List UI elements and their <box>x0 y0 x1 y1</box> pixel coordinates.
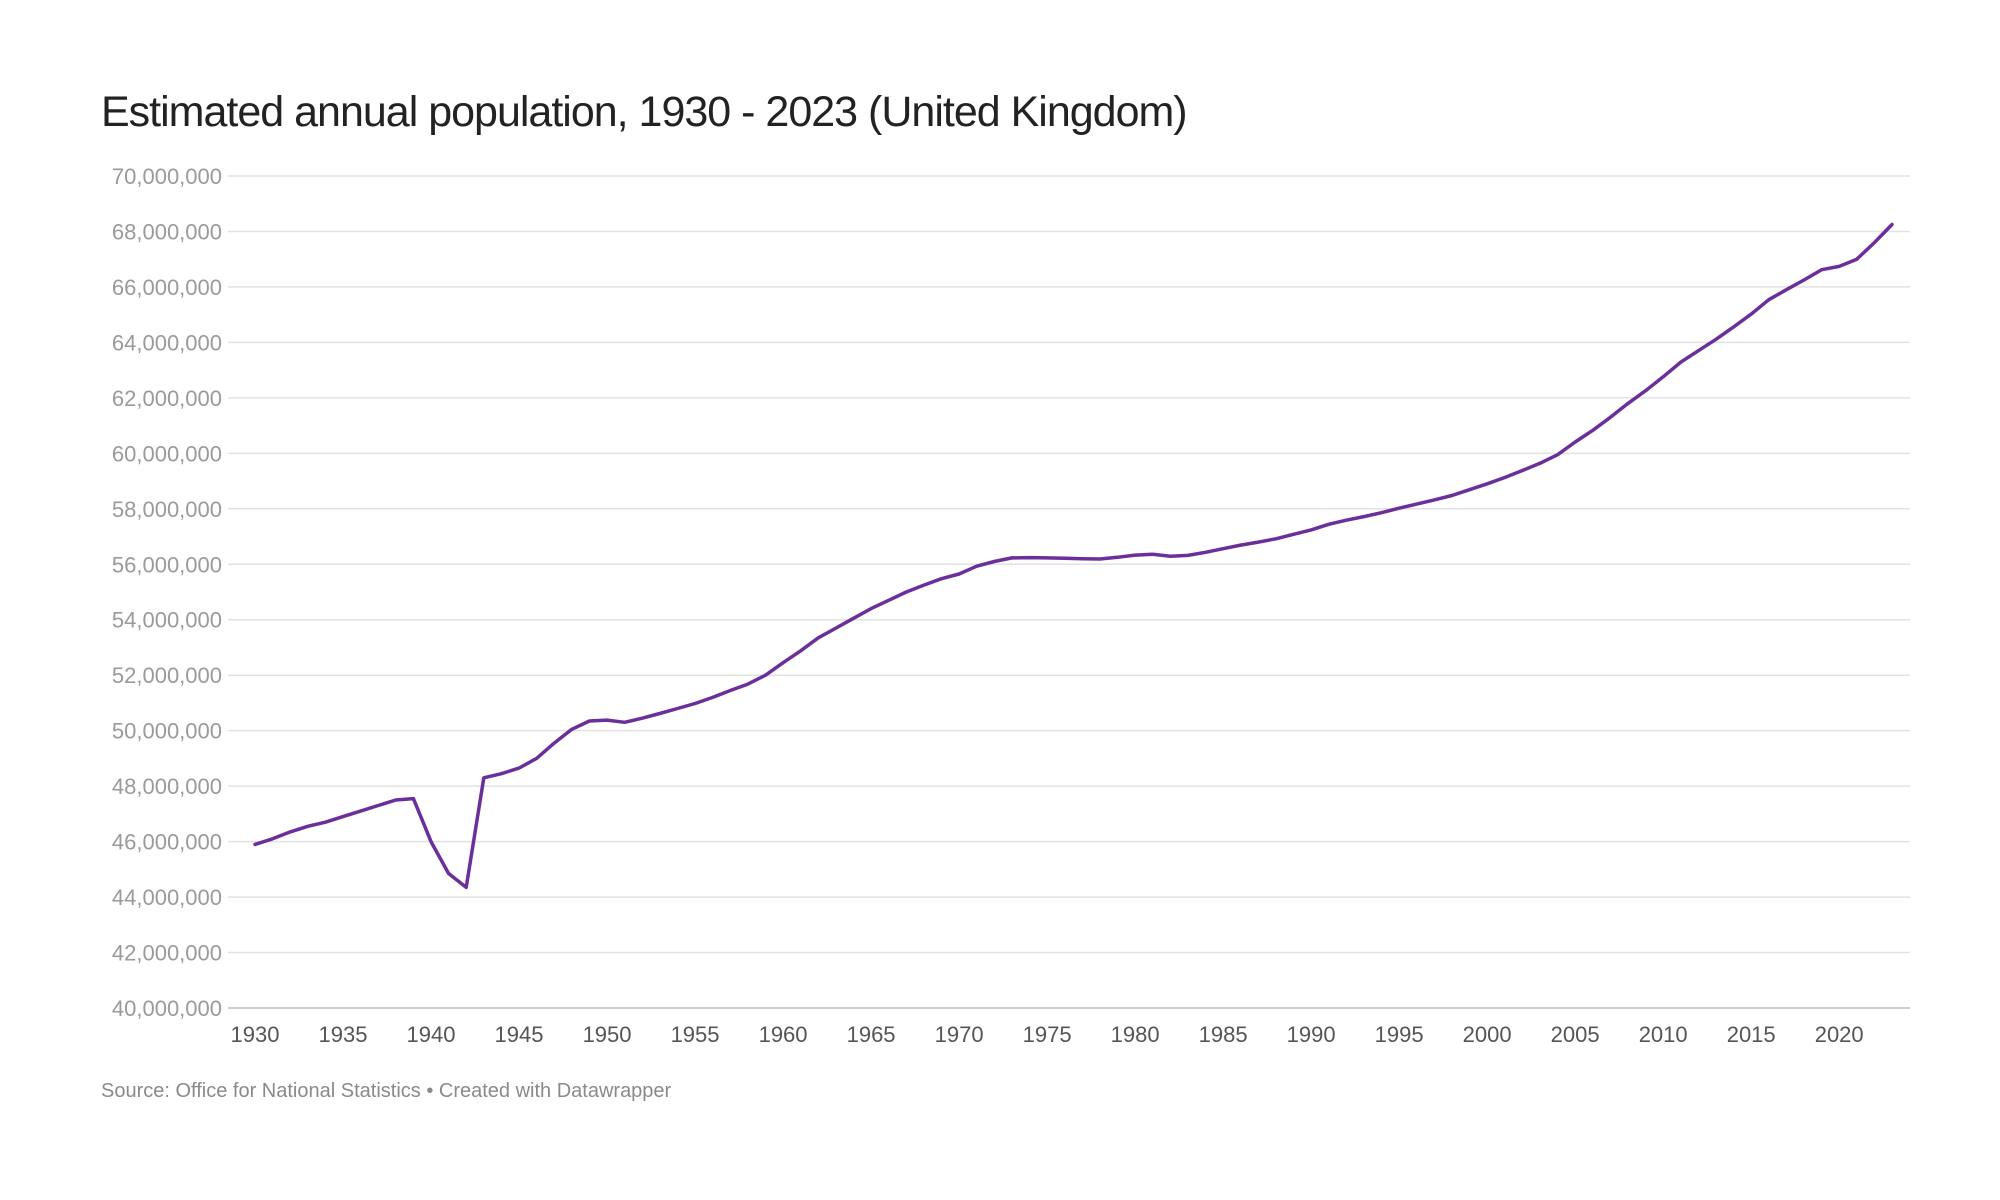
x-tick-label: 1965 <box>847 1022 896 1047</box>
x-tick-label: 2015 <box>1727 1022 1776 1047</box>
x-tick-label: 1975 <box>1023 1022 1072 1047</box>
y-tick-label: 70,000,000 <box>112 164 222 189</box>
y-tick-label: 56,000,000 <box>112 552 222 577</box>
y-tick-label: 48,000,000 <box>112 774 222 799</box>
y-tick-label: 42,000,000 <box>112 941 222 966</box>
y-tick-label: 62,000,000 <box>112 386 222 411</box>
x-tick-label: 1945 <box>495 1022 544 1047</box>
y-tick-label: 46,000,000 <box>112 830 222 855</box>
chart-title: Estimated annual population, 1930 - 2023… <box>101 88 1188 136</box>
y-tick-label: 66,000,000 <box>112 275 222 300</box>
population-line <box>253 222 1894 890</box>
y-tick-label: 58,000,000 <box>112 497 222 522</box>
gridlines <box>228 175 1910 954</box>
x-tick-label: 1995 <box>1375 1022 1424 1047</box>
y-tick-label: 44,000,000 <box>112 885 222 910</box>
x-tick-label: 2005 <box>1551 1022 1600 1047</box>
x-tick-label: 1985 <box>1199 1022 1248 1047</box>
y-tick-label: 68,000,000 <box>112 219 222 244</box>
x-tick-label: 1955 <box>671 1022 720 1047</box>
source-note: Source: Office for National Statistics •… <box>101 1080 672 1102</box>
y-tick-label: 64,000,000 <box>112 330 222 355</box>
x-axis-ticks: 1930 1935 1940 1945 1950 1955 1960 1965 1970 1975… <box>231 1022 1864 1047</box>
y-tick-label: 52,000,000 <box>112 663 222 688</box>
y-axis-ticks: 40,000,000 42,000,000 44,000,000 46,000,000… <box>112 164 222 1021</box>
y-tick-label: 40,000,000 <box>112 996 222 1021</box>
x-tick-label: 2020 <box>1815 1022 1864 1047</box>
x-tick-label: 2010 <box>1639 1022 1688 1047</box>
x-tick-label: 2000 <box>1463 1022 1512 1047</box>
x-tick-label: 1970 <box>935 1022 984 1047</box>
x-tick-label: 1940 <box>407 1022 456 1047</box>
x-tick-label: 1950 <box>583 1022 632 1047</box>
y-tick-label: 54,000,000 <box>112 608 222 633</box>
x-tick-label: 1930 <box>231 1022 280 1047</box>
x-tick-label: 1935 <box>319 1022 368 1047</box>
y-tick-label: 50,000,000 <box>112 719 222 744</box>
x-tick-label: 1980 <box>1111 1022 1160 1047</box>
x-tick-label: 1990 <box>1287 1022 1336 1047</box>
x-tick-label: 1960 <box>759 1022 808 1047</box>
y-tick-label: 60,000,000 <box>112 441 222 466</box>
